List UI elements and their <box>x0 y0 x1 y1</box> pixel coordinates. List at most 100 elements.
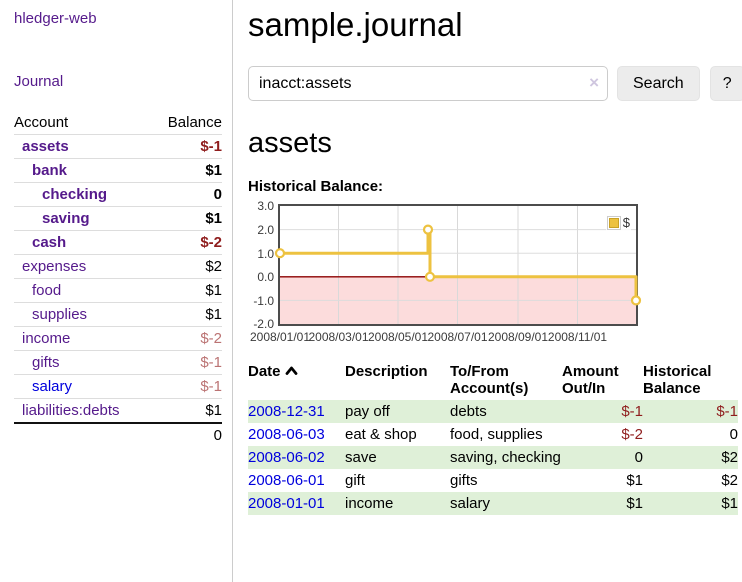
account-link-supplies[interactable]: supplies <box>32 306 88 323</box>
account-link-checking[interactable]: checking <box>42 186 108 203</box>
transaction-description: pay off <box>345 400 450 423</box>
transaction-description: eat & shop <box>345 426 417 443</box>
page-title: sample.journal <box>248 6 463 43</box>
help-button[interactable]: ? <box>709 66 742 101</box>
transaction-date-link[interactable]: 2008-01-01 <box>248 495 325 512</box>
y-tick-label: 3.0 <box>257 199 274 213</box>
data-point-marker <box>630 295 642 306</box>
search-input[interactable] <box>248 66 608 101</box>
account-link-bank[interactable]: bank <box>32 162 68 179</box>
transaction-amount: $1 <box>562 492 643 515</box>
accounts-col-balance: Balance <box>167 114 222 131</box>
transaction-amount: 0 <box>562 446 643 469</box>
chart-legend: $ <box>605 214 631 231</box>
account-row-liabilities-debts: liabilities:debts $1 <box>14 398 222 424</box>
register-col-amount: Amount Out/In <box>562 363 619 397</box>
account-link-food[interactable]: food <box>32 282 62 299</box>
transaction-description: gift <box>345 472 366 489</box>
accounts-total-row: 0 <box>14 423 222 447</box>
accounts-table: Account Balance assets $-1 bank $1 check… <box>14 111 222 447</box>
chart-plot-area: $ <box>274 204 642 326</box>
nav-journal-link[interactable]: Journal <box>14 73 64 90</box>
register-header-row: Date Description To/From Account(s) Amou… <box>248 360 738 400</box>
y-tick-label: -2.0 <box>253 317 274 331</box>
account-link-expenses[interactable]: expenses <box>22 258 87 275</box>
register-row: 2008-12-31 pay off debts $-1 $-1 <box>248 400 738 423</box>
account-link-assets[interactable]: assets <box>22 138 69 155</box>
transaction-amount: $-1 <box>562 400 643 423</box>
transaction-date-link[interactable]: 2008-06-02 <box>248 449 325 466</box>
transaction-date-link[interactable]: 2008-06-01 <box>248 472 325 489</box>
account-link-saving[interactable]: saving <box>42 210 90 227</box>
x-tick-label: 2008/07/01 <box>427 330 488 344</box>
account-balance: $1 <box>205 402 222 419</box>
account-balance: $1 <box>205 306 222 323</box>
account-balance: $1 <box>205 162 222 179</box>
transaction-accounts: food, supplies <box>450 426 543 443</box>
account-row-food: food $1 <box>14 278 222 303</box>
chart-title: Historical Balance: <box>248 178 384 195</box>
transaction-date-link[interactable]: 2008-06-03 <box>248 426 325 443</box>
app-title-link[interactable]: hledger-web <box>14 10 97 27</box>
data-point-marker <box>422 224 434 235</box>
transaction-balance: 0 <box>729 426 738 443</box>
data-point-marker <box>274 248 286 259</box>
clear-search-icon[interactable]: × <box>589 73 599 92</box>
transaction-balance: $1 <box>643 492 738 515</box>
data-point-marker <box>424 271 436 282</box>
register-col-date[interactable]: Date <box>248 360 345 400</box>
accounts-total-balance: 0 <box>213 427 222 444</box>
balance-chart: 3.0 2.0 1.0 0.0 -1.0 -2.0 <box>248 199 642 344</box>
transaction-description: income <box>345 492 450 515</box>
account-row-checking: checking 0 <box>14 182 222 207</box>
search-form: × Search ? <box>248 66 742 101</box>
transaction-accounts: debts <box>450 400 562 423</box>
transaction-date-link[interactable]: 2008-12-31 <box>248 403 325 420</box>
sidebar: hledger-web Journal Account Balance asse… <box>0 0 233 582</box>
register-row: 2008-06-03 eat & shop food, supplies $-2… <box>248 423 738 446</box>
transaction-accounts: gifts <box>450 472 478 489</box>
register-col-description: Description <box>345 363 428 380</box>
register-col-accounts: To/From Account(s) <box>450 363 529 397</box>
account-link-cash[interactable]: cash <box>32 234 67 251</box>
account-row-expenses: expenses $2 <box>14 254 222 279</box>
account-link-liabilities-debts[interactable]: liabilities:debts <box>22 402 120 419</box>
account-row-gifts: gifts $-1 <box>14 350 222 375</box>
account-balance: $-2 <box>200 234 222 251</box>
accounts-col-account: Account <box>14 114 69 131</box>
account-row-assets: assets $-1 <box>14 134 222 159</box>
search-button[interactable]: Search <box>617 66 700 101</box>
register-table: Date Description To/From Account(s) Amou… <box>248 360 738 515</box>
accounts-header-row: Account Balance <box>14 111 222 135</box>
x-tick-label: 2008/11/01 <box>547 330 608 344</box>
account-balance: $1 <box>205 282 222 299</box>
account-row-income: income $-2 <box>14 326 222 351</box>
y-tick-label: 2.0 <box>257 223 274 237</box>
account-link-gifts[interactable]: gifts <box>32 354 60 371</box>
account-link-income[interactable]: income <box>22 330 71 347</box>
transaction-description: save <box>345 446 450 469</box>
main-content: sample.journal × Search ? assets Histori… <box>233 0 742 582</box>
x-tick-label: 2008/03/01 <box>308 330 369 344</box>
account-link-salary[interactable]: salary <box>32 378 73 395</box>
transaction-accounts: salary <box>450 492 562 515</box>
transaction-amount: $1 <box>626 472 643 489</box>
chart-canvas <box>274 206 642 324</box>
transaction-accounts: saving, checking <box>450 446 562 469</box>
y-tick-label: 0.0 <box>257 270 274 284</box>
account-row-saving: saving $1 <box>14 206 222 231</box>
account-balance: $-1 <box>200 378 222 395</box>
account-balance: $2 <box>205 258 222 275</box>
account-row-supplies: supplies $1 <box>14 302 222 327</box>
account-balance: $-1 <box>200 354 222 371</box>
account-balance: 0 <box>213 186 222 203</box>
account-row-salary: salary $-1 <box>14 374 222 399</box>
account-balance: $-2 <box>200 330 222 347</box>
account-row-cash: cash $-2 <box>14 230 222 255</box>
register-row: 2008-01-01 income salary $1 $1 <box>248 492 738 515</box>
account-balance: $1 <box>205 210 222 227</box>
register-row: 2008-06-02 save saving, checking 0 $2 <box>248 446 738 469</box>
account-heading: assets <box>248 127 332 159</box>
y-tick-label: 1.0 <box>257 247 274 261</box>
